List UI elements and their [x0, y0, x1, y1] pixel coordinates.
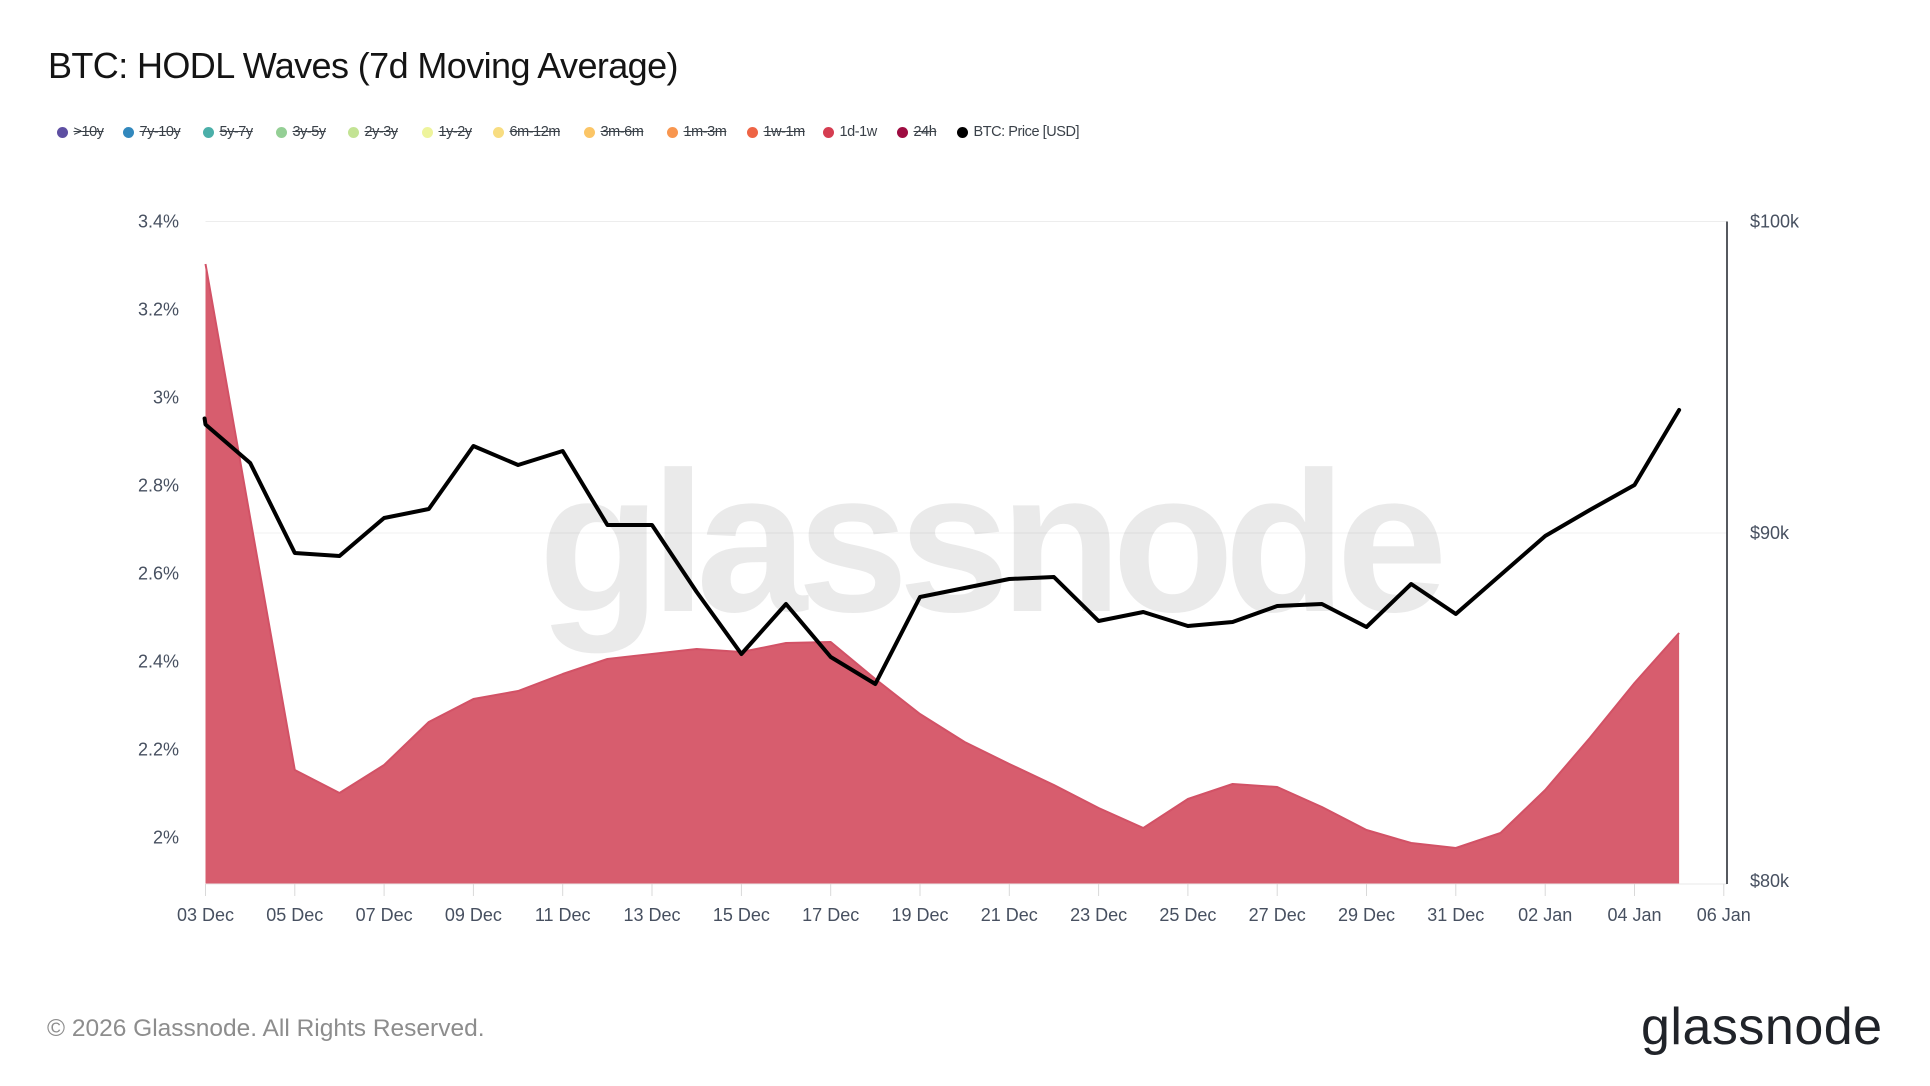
- svg-text:04 Jan: 04 Jan: [1607, 905, 1661, 925]
- svg-text:3.4%: 3.4%: [138, 212, 179, 232]
- svg-text:13 Dec: 13 Dec: [623, 905, 680, 925]
- svg-text:2.2%: 2.2%: [138, 740, 179, 760]
- svg-text:11 Dec: 11 Dec: [535, 905, 591, 925]
- svg-text:29 Dec: 29 Dec: [1338, 905, 1395, 925]
- svg-text:2%: 2%: [153, 828, 179, 848]
- svg-text:3%: 3%: [153, 388, 179, 408]
- svg-text:05 Dec: 05 Dec: [266, 905, 323, 925]
- svg-text:$90k: $90k: [1750, 523, 1790, 543]
- svg-text:15 Dec: 15 Dec: [713, 905, 770, 925]
- svg-text:$80k: $80k: [1750, 871, 1790, 891]
- svg-text:07 Dec: 07 Dec: [356, 905, 413, 925]
- svg-text:25 Dec: 25 Dec: [1159, 905, 1216, 925]
- svg-text:19 Dec: 19 Dec: [891, 905, 948, 925]
- svg-text:17 Dec: 17 Dec: [802, 905, 859, 925]
- svg-text:$100k: $100k: [1750, 212, 1800, 232]
- svg-text:27 Dec: 27 Dec: [1249, 905, 1306, 925]
- svg-text:glassnode: glassnode: [538, 431, 1441, 654]
- svg-text:23 Dec: 23 Dec: [1070, 905, 1127, 925]
- svg-text:06 Jan: 06 Jan: [1697, 905, 1751, 925]
- svg-text:2.6%: 2.6%: [138, 564, 179, 584]
- svg-text:3.2%: 3.2%: [138, 300, 179, 320]
- svg-text:02 Jan: 02 Jan: [1518, 905, 1572, 925]
- svg-text:21 Dec: 21 Dec: [981, 905, 1038, 925]
- svg-text:31 Dec: 31 Dec: [1427, 905, 1484, 925]
- svg-text:2.4%: 2.4%: [138, 652, 179, 672]
- svg-text:09 Dec: 09 Dec: [445, 905, 502, 925]
- svg-text:2.8%: 2.8%: [138, 476, 179, 496]
- svg-text:03 Dec: 03 Dec: [177, 905, 234, 925]
